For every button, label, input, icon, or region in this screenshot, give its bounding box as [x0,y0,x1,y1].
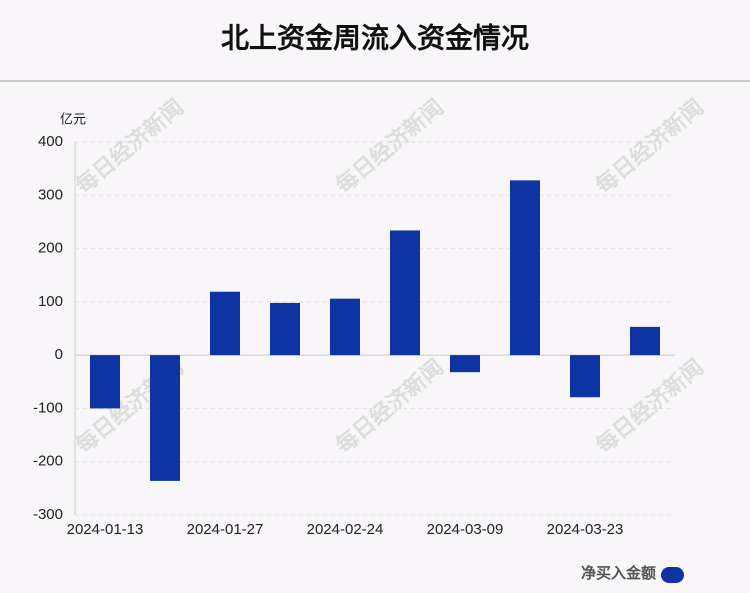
y-tick-label: 0 [55,346,63,363]
legend-swatch [661,567,684,583]
y-tick-label: -100 [33,399,63,416]
chart-title: 北上资金周流入资金情况 [221,21,529,53]
x-tick-label: 2024-01-27 [187,521,264,538]
bar [270,302,300,356]
bar [330,298,360,356]
x-tick-label: 2024-01-13 [67,521,144,538]
y-tick-label: 300 [38,186,63,203]
y-tick-label: 200 [38,240,63,257]
bar [210,291,240,356]
x-tick-label: 2024-02-24 [307,521,384,538]
x-tick-label: 2024-03-23 [547,521,624,538]
bar [90,355,120,409]
bar [570,355,600,398]
x-tick-label: 2024-03-09 [427,521,504,538]
y-unit: 亿元 [60,111,86,126]
y-tick-label: 100 [38,293,63,310]
y-tick-label: -200 [33,453,63,470]
y-tick-label: 400 [38,133,63,150]
bar [450,355,480,373]
bar [150,355,180,481]
bar [390,230,420,356]
y-tick-label: -300 [33,506,63,523]
legend-label: 净买入金额 [581,564,656,582]
bar [630,326,660,356]
bar [510,180,540,356]
